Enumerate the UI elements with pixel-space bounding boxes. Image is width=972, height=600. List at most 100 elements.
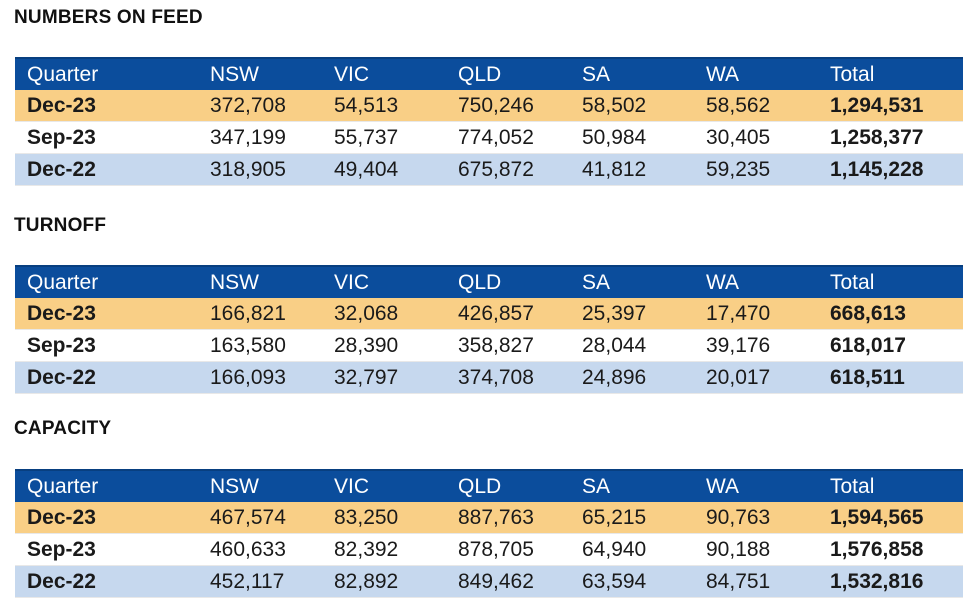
column-header-vic: VIC [322,469,446,502]
cell-vic: 49,404 [334,157,399,181]
cell-wa: 58,562 [706,93,771,117]
cell-wa: 84,751 [706,569,771,593]
cell-total: 1,532,816 [830,569,924,593]
column-header-sa: SA [570,469,694,502]
cell-qld: 774,052 [458,125,534,149]
column-header-sa: SA [570,57,694,90]
column-header-quarter: Quarter [15,265,198,298]
cell-nsw: 166,093 [210,365,286,389]
cell-quarter: Dec-23 [27,93,96,117]
table-row: Dec-23 372,708 54,513 750,246 58,502 58,… [15,90,963,122]
capacity-table: Quarter NSW VIC QLD SA WA Total Dec-23 4… [15,469,963,598]
cell-vic: 32,068 [334,301,399,325]
cell-sa: 65,215 [582,505,647,529]
cell-quarter: Sep-23 [27,333,96,357]
cell-wa: 90,188 [706,537,771,561]
column-header-total: Total [818,265,963,298]
cell-vic: 54,513 [334,93,399,117]
cell-qld: 675,872 [458,157,534,181]
cell-qld: 878,705 [458,537,534,561]
cell-total: 1,594,565 [830,505,924,529]
table-row: Dec-22 166,093 32,797 374,708 24,896 20,… [15,361,963,394]
column-header-nsw: NSW [198,265,322,298]
section-title-numbers-on-feed: NUMBERS ON FEED [14,7,203,28]
cell-nsw: 460,633 [210,537,286,561]
cell-total: 1,145,228 [830,157,924,181]
cell-nsw: 467,574 [210,505,286,529]
table-header-row: Quarter NSW VIC QLD SA WA Total [15,265,963,298]
cell-wa: 39,176 [706,333,771,357]
cell-wa: 30,405 [706,125,771,149]
cell-sa: 25,397 [582,301,647,325]
column-header-vic: VIC [322,265,446,298]
cell-total: 1,576,858 [830,537,924,561]
cell-vic: 82,392 [334,537,399,561]
cell-total: 668,613 [830,301,906,325]
cell-wa: 59,235 [706,157,771,181]
column-header-quarter: Quarter [15,469,198,502]
cell-nsw: 347,199 [210,125,286,149]
cell-vic: 32,797 [334,365,399,389]
section-title-turnoff: TURNOFF [14,215,107,236]
column-header-qld: QLD [446,469,570,502]
column-header-vic: VIC [322,57,446,90]
cell-sa: 63,594 [582,569,647,593]
table-row: Sep-23 460,633 82,392 878,705 64,940 90,… [15,533,963,566]
column-header-nsw: NSW [198,57,322,90]
cell-nsw: 163,580 [210,333,286,357]
cell-sa: 28,044 [582,333,647,357]
cell-quarter: Dec-23 [27,505,96,529]
cell-sa: 58,502 [582,93,647,117]
cell-qld: 887,763 [458,505,534,529]
table-header-row: Quarter NSW VIC QLD SA WA Total [15,469,963,502]
column-header-wa: WA [694,265,818,298]
cell-total: 618,511 [830,365,905,389]
cell-quarter: Dec-23 [27,301,96,325]
cell-quarter: Dec-22 [27,569,96,593]
column-header-sa: SA [570,265,694,298]
cell-vic: 83,250 [334,505,399,529]
section-title-capacity: CAPACITY [14,418,112,439]
cell-qld: 849,462 [458,569,534,593]
column-header-qld: QLD [446,57,570,90]
cell-qld: 358,827 [458,333,534,357]
cell-quarter: Dec-22 [27,157,96,181]
cell-nsw: 372,708 [210,93,286,117]
cell-total: 618,017 [830,333,906,357]
cell-wa: 90,763 [706,505,771,529]
turnoff-table: Quarter NSW VIC QLD SA WA Total Dec-23 1… [15,265,963,394]
table-row: Sep-23 347,199 55,737 774,052 50,984 30,… [15,121,963,154]
cell-sa: 64,940 [582,537,647,561]
cell-nsw: 452,117 [210,569,285,593]
column-header-nsw: NSW [198,469,322,502]
cell-quarter: Sep-23 [27,125,96,149]
table-row: Dec-22 318,905 49,404 675,872 41,812 59,… [15,153,963,186]
cell-wa: 17,470 [706,301,771,325]
table-row: Dec-23 467,574 83,250 887,763 65,215 90,… [15,502,963,534]
table-row: Dec-23 166,821 32,068 426,857 25,397 17,… [15,298,963,330]
column-header-wa: WA [694,57,818,90]
column-header-quarter: Quarter [15,57,198,90]
cell-vic: 82,892 [334,569,399,593]
cell-qld: 374,708 [458,365,534,389]
cell-quarter: Sep-23 [27,537,96,561]
cell-vic: 28,390 [334,333,399,357]
column-header-total: Total [818,57,963,90]
cell-nsw: 166,821 [210,301,286,325]
cell-sa: 50,984 [582,125,647,149]
cell-qld: 426,857 [458,301,534,325]
column-header-total: Total [818,469,963,502]
column-header-qld: QLD [446,265,570,298]
cell-quarter: Dec-22 [27,365,96,389]
cell-nsw: 318,905 [210,157,286,181]
numbers-on-feed-table: Quarter NSW VIC QLD SA WA Total Dec-23 3… [15,57,963,186]
cell-qld: 750,246 [458,93,534,117]
cell-total: 1,294,531 [830,93,924,117]
table-row: Dec-22 452,117 82,892 849,462 63,594 84,… [15,565,963,598]
cell-sa: 24,896 [582,365,647,389]
cell-total: 1,258,377 [830,125,924,149]
table-header-row: Quarter NSW VIC QLD SA WA Total [15,57,963,90]
cell-sa: 41,812 [582,157,647,181]
column-header-wa: WA [694,469,818,502]
cell-wa: 20,017 [706,365,771,389]
